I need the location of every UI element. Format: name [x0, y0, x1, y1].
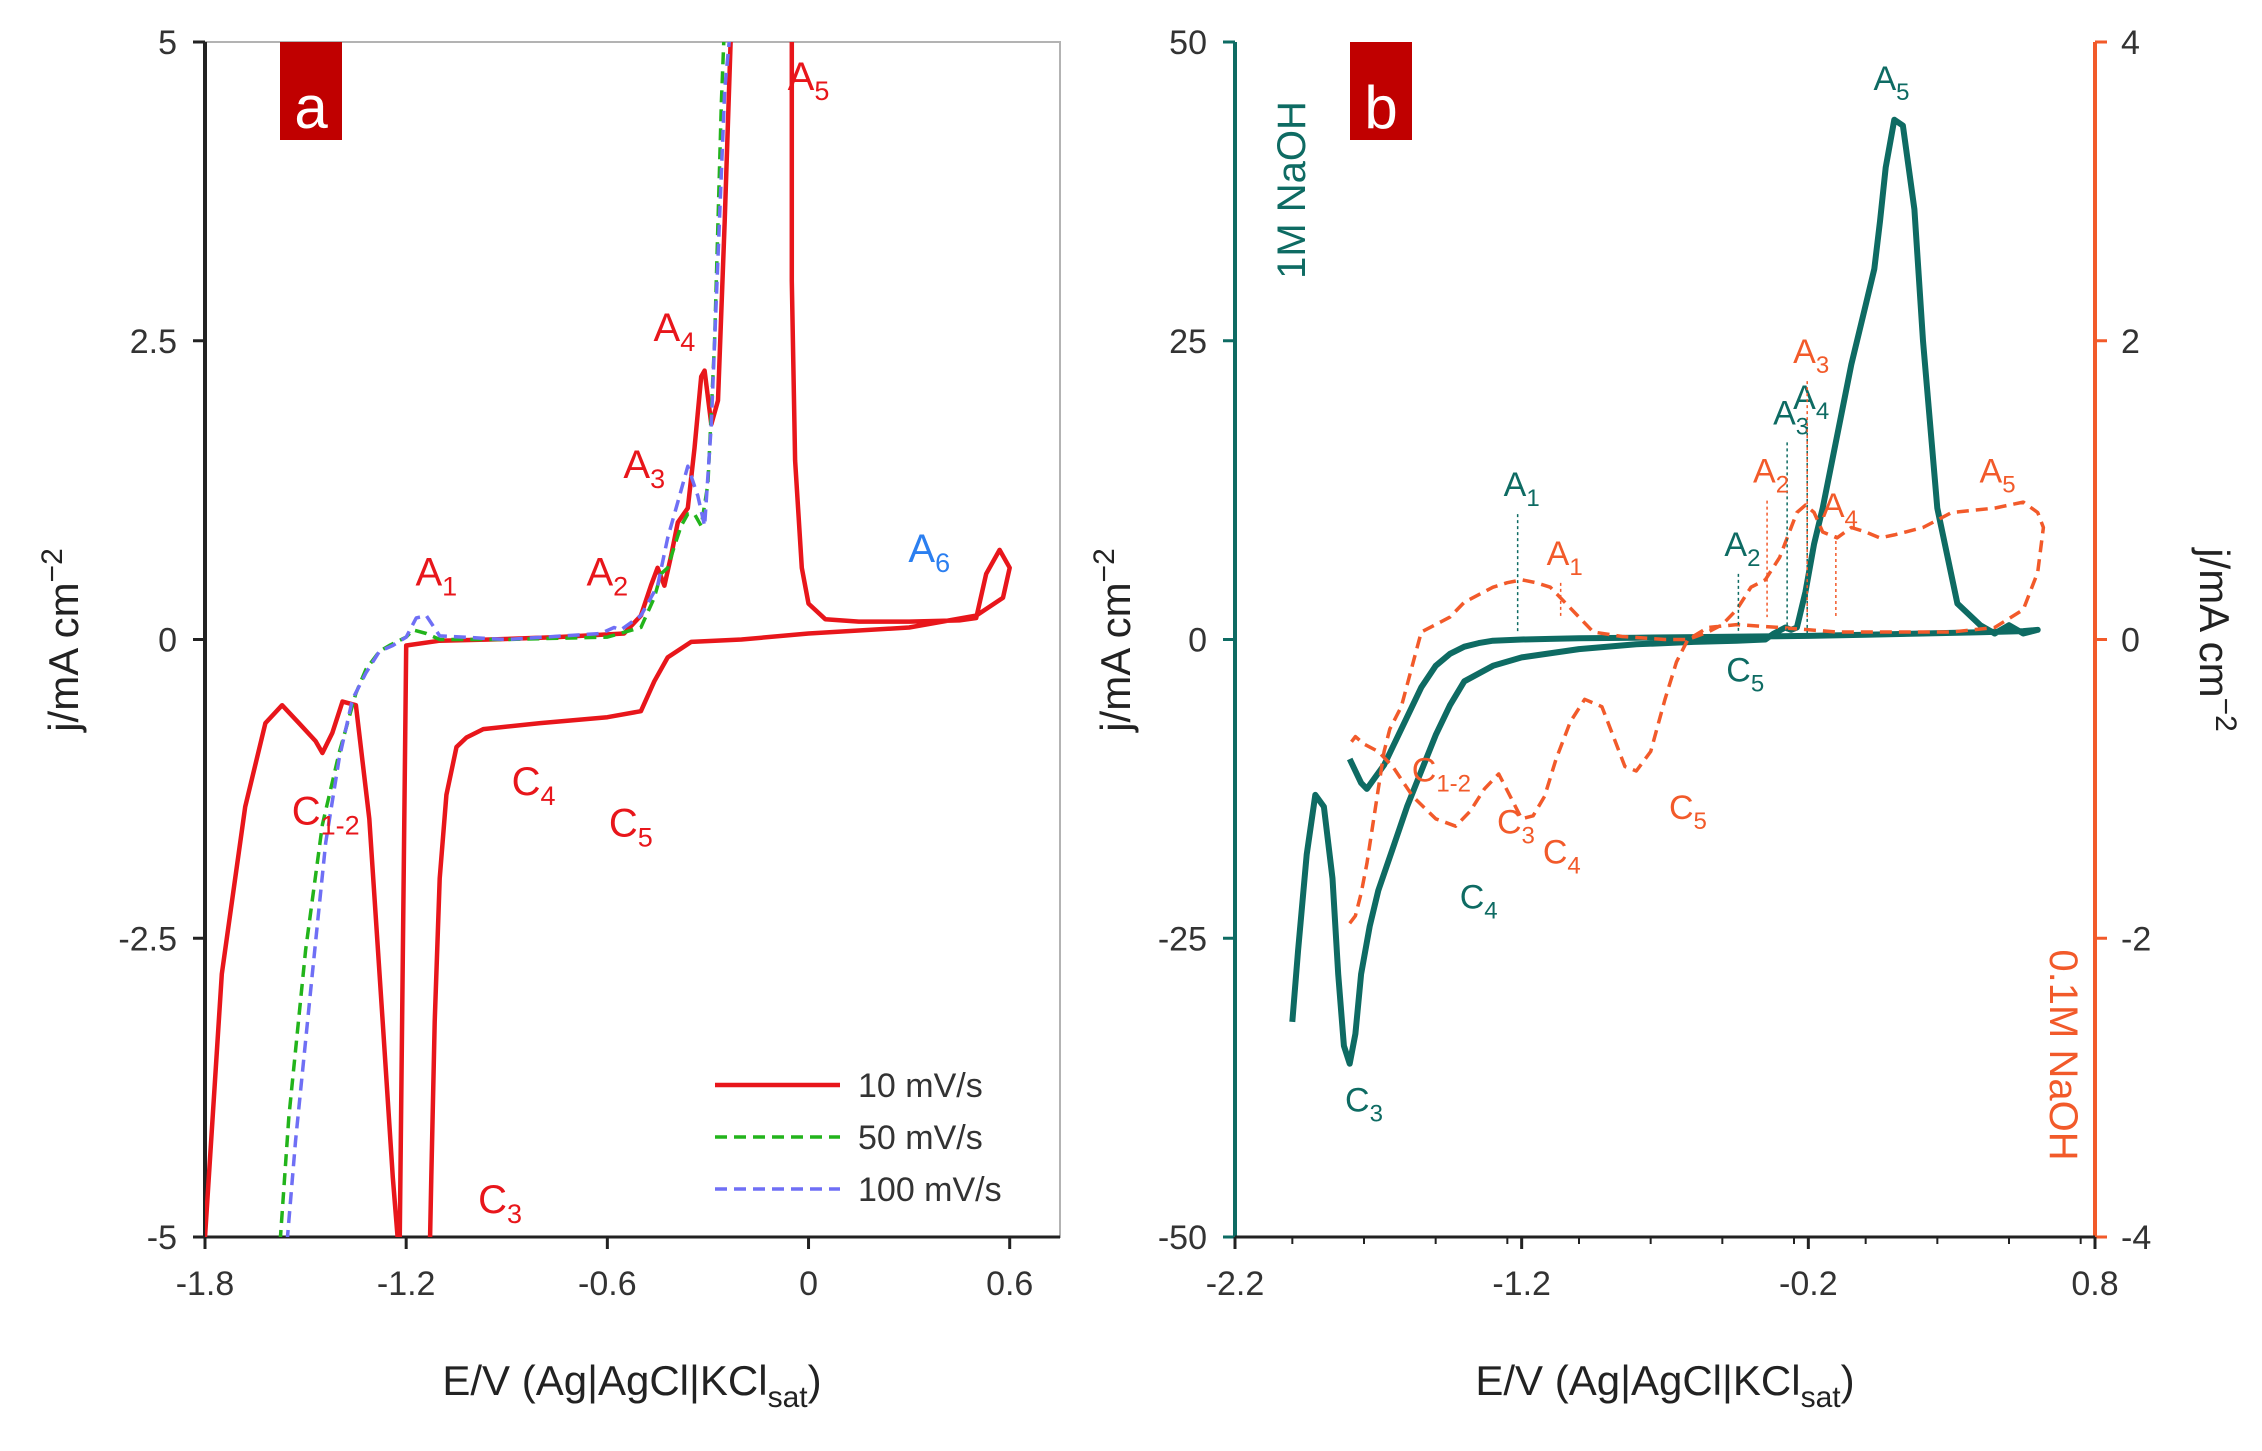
- panel-a-x-axis-title-sub: sat: [768, 1381, 809, 1414]
- panel-b-annotation: A1: [1504, 466, 1540, 512]
- panel-b-annotation: A3: [1773, 394, 1809, 440]
- panel-a-legend-label: 50 mV/s: [858, 1119, 983, 1157]
- panel-b-left-y-tick-label: 25: [1169, 323, 1207, 361]
- panel-a-plot-frame: [204, 41, 1061, 1238]
- panel-b-annotation: C4: [1460, 878, 1498, 924]
- panel-a-y-axis-title: j/mA cm−2: [36, 548, 87, 734]
- panel-b-left-y-axis-title: j/mA cm−2: [1088, 548, 1139, 734]
- panel-a-annotation: C3: [478, 1178, 522, 1229]
- panel-a-legend-label: 100 mV/s: [858, 1171, 1002, 1209]
- panel-b-annotation: C4: [1543, 834, 1581, 880]
- panel-b-right-y-axis-title: j/mA cm−2: [2191, 546, 2242, 732]
- panel-a-y-tick-label: -5: [147, 1219, 177, 1257]
- panel-a-annotation: C1-2: [292, 790, 360, 841]
- panel-a-label: a: [294, 74, 328, 141]
- panel-a-legend: 10 mV/s 50 mV/s 100 mV/s: [715, 1067, 1002, 1209]
- panel-b-right-y-axis-title-sup: −2: [2209, 698, 2242, 732]
- panel-a-y-tick-label: -2.5: [118, 920, 177, 958]
- panel-b-annotation: A5: [1980, 453, 2016, 499]
- panel-a: 5 2.5 0 -2.5 -5 -1.8 -1.2 -0.6 0 0.6 A1 A2 A3 A4 A5 A6…: [36, 24, 1061, 1414]
- panel-b-series-1mnaoh: [1289, 116, 2041, 1067]
- panel-b-left-y-axis-title-sup: −2: [1088, 548, 1121, 582]
- panel-a-x-tick-label: 0: [799, 1265, 818, 1303]
- panel-b-annotation: A1: [1547, 535, 1583, 581]
- panel-b: 50 25 0 -25 -50 4 2 0 -2 -4 -2.2 -1.2 -0.2 0.8 A5 A1 A2…: [1088, 24, 2242, 1414]
- panel-b-right-y-tick-label: 2: [2121, 323, 2140, 361]
- panel-b-label-box: [1350, 42, 1412, 140]
- panel-b-right-y-tick-label: 0: [2121, 622, 2140, 660]
- panel-b-label: b: [1364, 74, 1397, 141]
- panel-b-annotation: C3: [1345, 1082, 1383, 1128]
- panel-b-1m-naoh-label: 1M NaOH: [1270, 101, 1314, 279]
- panel-a-x-tick-label: -0.6: [578, 1265, 637, 1303]
- panel-b-x-tick-label: -2.2: [1206, 1265, 1265, 1303]
- panel-b-x-axis-title: E/V (Ag|AgCl|KClsat): [1475, 1357, 1854, 1414]
- panel-a-x-tick-label: -1.8: [176, 1265, 235, 1303]
- panel-b-left-y-tick-label: -50: [1158, 1219, 1207, 1257]
- panel-b-annotation: C5: [1669, 789, 1707, 835]
- panel-b-annotation: A4: [1822, 487, 1858, 533]
- panel-a-annotation: A1: [415, 551, 457, 602]
- panel-b-annotation: A3: [1793, 333, 1829, 379]
- panel-a-annotation: A4: [654, 306, 696, 357]
- panel-a-x-axis-title-close: ): [808, 1357, 822, 1404]
- panel-a-annotation: C4: [512, 760, 556, 811]
- panel-a-series-100mvs: [285, 42, 731, 1237]
- panel-b-annotation: A2: [1724, 526, 1760, 572]
- panel-b-01m-naoh-label: 0.1M NaOH: [2041, 949, 2085, 1160]
- panel-b-annotation: A2: [1753, 453, 1789, 499]
- panel-b-annotation: C3: [1497, 804, 1535, 850]
- panel-b-annotation: C5: [1726, 651, 1764, 697]
- panel-b-series-01mnaoh: [1348, 500, 2046, 925]
- panel-a-label-box: [280, 42, 342, 140]
- panel-a-annotation: A5: [788, 55, 830, 106]
- panel-b-x-axis-title-close: ): [1841, 1357, 1855, 1404]
- panel-a-y-tick-label: 2.5: [130, 323, 177, 361]
- panel-a-legend-label: 10 mV/s: [858, 1067, 983, 1105]
- panel-b-annotation: C1-2: [1412, 751, 1471, 797]
- panel-b-left-y-tick-label: 50: [1169, 24, 1207, 62]
- panel-a-annotation: A2: [586, 551, 628, 602]
- panel-a-annotation: C5: [609, 802, 653, 853]
- panel-b-x-tick-label: 0.8: [2071, 1265, 2118, 1303]
- panel-b-right-y-tick-label: -2: [2121, 920, 2151, 958]
- panel-a-x-tick-label: -1.2: [377, 1265, 436, 1303]
- panel-b-x-axis-title-sub: sat: [1801, 1381, 1842, 1414]
- panel-b-x-tick-label: -0.2: [1779, 1265, 1838, 1303]
- panel-a-y-tick-label: 5: [158, 24, 177, 62]
- panel-a-x-axis-title: E/V (Ag|AgCl|KClsat): [442, 1357, 821, 1414]
- panel-b-x-tick-label: -1.2: [1492, 1265, 1551, 1303]
- panel-b-annotation: A4: [1793, 379, 1829, 425]
- panel-b-left-y-tick-label: -25: [1158, 920, 1207, 958]
- panel-b-right-y-tick-label: 4: [2121, 24, 2140, 62]
- panel-a-y-tick-label: 0: [158, 622, 177, 660]
- panel-b-left-y-tick-label: 0: [1188, 622, 1207, 660]
- panel-a-annotation: A6: [908, 527, 950, 578]
- panel-b-right-y-tick-label: -4: [2121, 1219, 2151, 1257]
- panel-a-annotation: A3: [623, 443, 665, 494]
- panel-a-series-10mvs: [205, 42, 1012, 1237]
- panel-b-annotation: A5: [1873, 60, 1909, 106]
- panel-a-x-tick-label: 0.6: [986, 1265, 1033, 1303]
- panel-a-y-axis-title-sup: −2: [36, 548, 69, 582]
